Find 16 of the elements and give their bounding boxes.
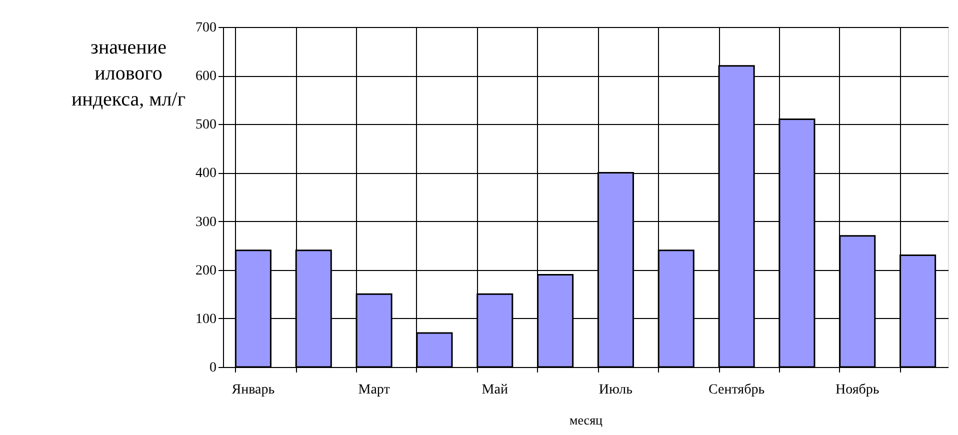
x-tick-label: Ноябрь [835, 382, 880, 398]
x-tick-label: Сентябрь [708, 382, 765, 398]
y-tick-label: 100 [196, 312, 216, 327]
x-axis-title: месяц [569, 412, 603, 428]
y-tick-label: 500 [196, 118, 216, 133]
x-tick-label: Январь [232, 382, 275, 398]
x-tick-label: Июль [598, 382, 633, 398]
y-tick-label: 600 [196, 69, 216, 84]
y-tick-label: 0 [210, 360, 216, 376]
x-tick-label: Март [358, 382, 390, 398]
x-tick-label: Май [482, 382, 508, 398]
y-tick-label: 300 [196, 214, 216, 230]
y-axis-title: значение илового индекса, мл/г [71, 36, 186, 110]
y-tick-label: 400 [196, 166, 216, 182]
y-tick-label: 200 [196, 263, 216, 278]
y-tick-label: 700 [196, 20, 216, 36]
